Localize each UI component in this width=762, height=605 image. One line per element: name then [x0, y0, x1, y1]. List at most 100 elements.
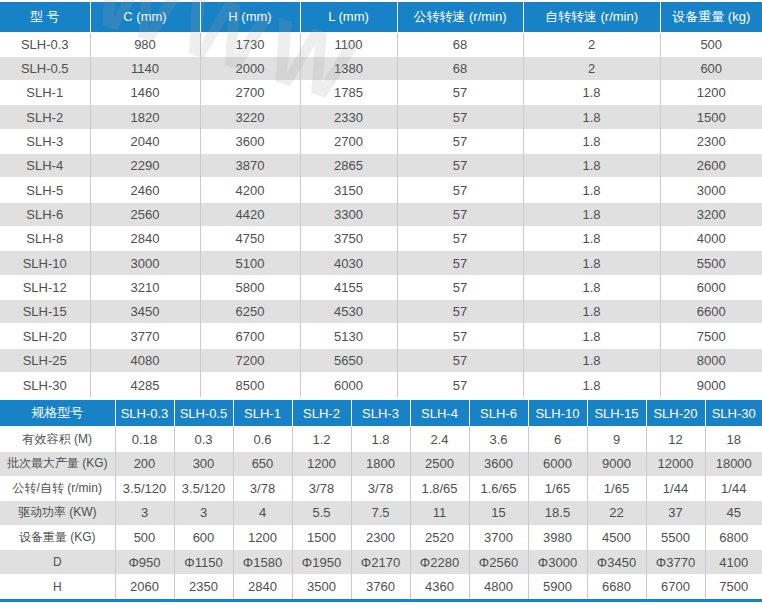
spec-cell: 6800	[705, 525, 762, 550]
column-header-rotation-speed: 自转转速 (r/min)	[523, 2, 660, 32]
spec-cell: 3500	[292, 574, 351, 599]
spec-cell: 6700	[200, 324, 300, 348]
spec-cell: 6700	[646, 574, 705, 599]
spec-cell: 2700	[200, 81, 300, 105]
row-label: 有效容积 (M)	[0, 427, 115, 452]
spec-cell: 2560	[90, 202, 200, 226]
spec-cell: 1.8	[523, 154, 660, 178]
spec-cell: 57	[397, 324, 523, 348]
spec-cell: 3000	[90, 251, 200, 275]
spec-cell: 3760	[351, 574, 410, 599]
column-header-spec-model: 规格型号	[0, 400, 115, 427]
spec-cell: 8500	[200, 373, 300, 397]
column-header-model: SLH-0.5	[174, 400, 233, 427]
spec-cell: 1460	[90, 81, 200, 105]
spec-cell: Φ1950	[292, 550, 351, 575]
spec-cell: 1.8	[351, 427, 410, 452]
spec-cell: 1730	[200, 32, 300, 56]
spec-cell: 1500	[292, 525, 351, 550]
spec-cell: 6	[528, 427, 587, 452]
spec-cell: 57	[397, 129, 523, 153]
spec-cell: 37	[646, 501, 705, 526]
table-row: SLH-0.398017301100682500	[0, 32, 762, 56]
spec-cell: 11	[410, 501, 469, 526]
spec-cell: 2000	[200, 56, 300, 80]
spec-cell: 2290	[90, 154, 200, 178]
spec-cell: 2500	[410, 451, 469, 476]
spec-cell: 1140	[90, 56, 200, 80]
spec-cell: 2460	[90, 178, 200, 202]
spec-cell: 0.6	[233, 427, 292, 452]
table-row: SLH-4229038702865571.82600	[0, 154, 762, 178]
spec-cell: 2865	[300, 154, 397, 178]
spec-cell: 3300	[300, 202, 397, 226]
spec-cell: Φ3770	[646, 550, 705, 575]
spec-cell: 2350	[174, 574, 233, 599]
table-header-row: 型 号 C (mm) H (mm) L (mm) 公转转速 (r/min) 自转…	[0, 2, 762, 32]
column-header-c: C (mm)	[90, 2, 200, 32]
spec-cell: 200	[115, 451, 174, 476]
spec-cell: Φ3450	[587, 550, 646, 575]
spec-cell: 57	[397, 202, 523, 226]
spec-cell: 2840	[233, 574, 292, 599]
spec-cell: 1.8	[523, 129, 660, 153]
column-header-model: SLH-0.3	[115, 400, 174, 427]
table-header-row: 规格型号 SLH-0.3 SLH-0.5 SLH-1 SLH-2 SLH-3 S…	[0, 400, 762, 427]
spec-cell: 57	[397, 300, 523, 324]
column-header-weight: 设备重量 (kg)	[660, 2, 762, 32]
spec-cell: 6000	[300, 373, 397, 397]
spec-cell: 3600	[469, 451, 528, 476]
spec-cell: 4080	[90, 348, 200, 372]
spec-cell: 1.8	[523, 178, 660, 202]
spec-cell: 4500	[587, 525, 646, 550]
table-row: 有效容积 (M)0.180.30.61.21.82.43.6691218	[0, 427, 762, 452]
spec-cell: 4420	[200, 202, 300, 226]
row-label: 批次最大产量 (KG)	[0, 451, 115, 476]
column-header-model: SLH-10	[528, 400, 587, 427]
spec-cell: 4	[233, 501, 292, 526]
spec-cell: 2300	[660, 129, 762, 153]
spec-cell: 3000	[660, 178, 762, 202]
spec-cell: Φ2560	[469, 550, 528, 575]
spec-cell: 3870	[200, 154, 300, 178]
spec-cell: 1.8	[523, 275, 660, 299]
column-header-model: SLH-4	[410, 400, 469, 427]
spec-cell: 1380	[300, 56, 397, 80]
spec-cell: 1.8	[523, 373, 660, 397]
column-header-l: L (mm)	[300, 2, 397, 32]
table-row: SLH-10300051004030571.85500	[0, 251, 762, 275]
spec-cell: 4000	[660, 227, 762, 251]
spec-by-model-table: 规格型号 SLH-0.3 SLH-0.5 SLH-1 SLH-2 SLH-3 S…	[0, 400, 762, 599]
spec-cell: Φ950	[115, 550, 174, 575]
column-header-model: SLH-3	[351, 400, 410, 427]
table-row: SLH-25408072005650571.88000	[0, 348, 762, 372]
spec-cell: 9	[587, 427, 646, 452]
table-row: SLH-30428585006000571.89000	[0, 373, 762, 397]
spec-cell: 4100	[705, 550, 762, 575]
spec-cell: 4030	[300, 251, 397, 275]
spec-cell: 2060	[115, 574, 174, 599]
spec-cell: 3750	[300, 227, 397, 251]
spec-cell: 1/65	[528, 476, 587, 501]
spec-cell: 1.6/65	[469, 476, 528, 501]
spec-cell: 2700	[300, 129, 397, 153]
spec-cell: 4750	[200, 227, 300, 251]
spec-cell: 1.8	[523, 251, 660, 275]
spec-cell: 68	[397, 32, 523, 56]
spec-cell: 45	[705, 501, 762, 526]
spec-cell: 600	[174, 525, 233, 550]
spec-cell: 15	[469, 501, 528, 526]
spec-cell: 4200	[200, 178, 300, 202]
spec-cell: 57	[397, 178, 523, 202]
spec-cell: 650	[233, 451, 292, 476]
spec-cell: 1200	[292, 451, 351, 476]
table-row: SLH-15345062504530571.86600	[0, 300, 762, 324]
model-cell: SLH-5	[0, 178, 90, 202]
spec-cell: 2840	[90, 227, 200, 251]
table-row: SLH-6256044203300571.83200	[0, 202, 762, 226]
spec-cell: 6000	[528, 451, 587, 476]
spec-cell: 3700	[469, 525, 528, 550]
column-header-model: SLH-2	[292, 400, 351, 427]
spec-cell: 1.8	[523, 300, 660, 324]
spec-cell: 1500	[660, 105, 762, 129]
